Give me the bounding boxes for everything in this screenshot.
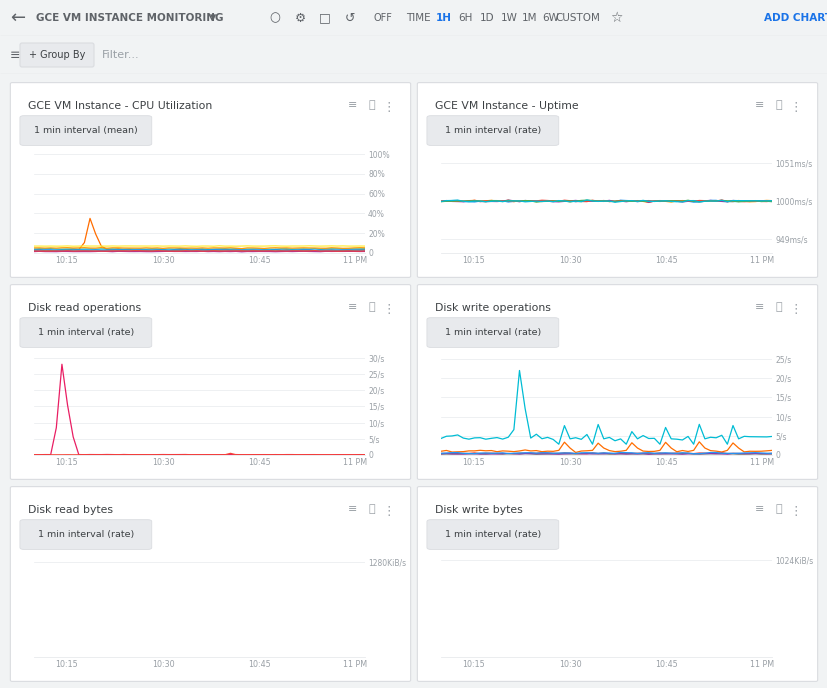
Text: ≡: ≡ <box>347 100 357 110</box>
Text: ≡: ≡ <box>754 100 763 110</box>
Text: 1 min interval (rate): 1 min interval (rate) <box>38 530 134 539</box>
FancyBboxPatch shape <box>427 519 558 550</box>
Text: ⋮: ⋮ <box>789 505 801 518</box>
Text: ⛶: ⛶ <box>368 504 375 515</box>
Text: ≡: ≡ <box>754 302 763 312</box>
Text: + Group By: + Group By <box>29 50 85 60</box>
Text: ⋮: ⋮ <box>789 303 801 316</box>
Text: 1D: 1D <box>479 13 494 23</box>
FancyBboxPatch shape <box>20 519 151 550</box>
Text: ☆: ☆ <box>609 11 622 25</box>
FancyBboxPatch shape <box>427 318 558 347</box>
Text: ○: ○ <box>270 12 280 25</box>
Text: ≡: ≡ <box>347 504 357 515</box>
Text: 1M: 1M <box>522 13 537 23</box>
Text: ⛶: ⛶ <box>368 302 375 312</box>
Text: Disk read operations: Disk read operations <box>28 303 141 313</box>
Text: ⛶: ⛶ <box>775 504 782 515</box>
Text: GCE VM INSTANCE MONITORING: GCE VM INSTANCE MONITORING <box>36 13 223 23</box>
Text: ←: ← <box>11 9 26 27</box>
Text: 6W: 6W <box>542 13 559 23</box>
Text: 1H: 1H <box>436 13 452 23</box>
Text: ⛶: ⛶ <box>368 100 375 110</box>
Text: CUSTOM: CUSTOM <box>555 13 600 23</box>
FancyBboxPatch shape <box>20 116 151 145</box>
Text: Filter...: Filter... <box>102 50 140 60</box>
Text: 1 min interval (rate): 1 min interval (rate) <box>444 126 540 135</box>
Text: ⛶: ⛶ <box>775 302 782 312</box>
Text: ⋮: ⋮ <box>382 505 394 518</box>
Text: OFF: OFF <box>373 13 392 23</box>
Text: 1 min interval (rate): 1 min interval (rate) <box>444 328 540 337</box>
Text: GCE VM Instance - CPU Utilization: GCE VM Instance - CPU Utilization <box>28 101 212 111</box>
FancyBboxPatch shape <box>20 318 151 347</box>
Text: GCE VM Instance - Uptime: GCE VM Instance - Uptime <box>434 101 578 111</box>
Text: ADD CHART: ADD CHART <box>763 13 827 23</box>
Text: Disk write bytes: Disk write bytes <box>434 505 522 515</box>
Text: ≡: ≡ <box>10 48 21 61</box>
Text: 1 min interval (rate): 1 min interval (rate) <box>444 530 540 539</box>
Text: ⋮: ⋮ <box>382 101 394 114</box>
Text: ▾: ▾ <box>210 12 216 25</box>
Text: □: □ <box>318 12 331 25</box>
Text: ≡: ≡ <box>754 504 763 515</box>
Text: ⋮: ⋮ <box>382 303 394 316</box>
Text: Disk write operations: Disk write operations <box>434 303 550 313</box>
Text: ⛶: ⛶ <box>775 100 782 110</box>
Text: ↺: ↺ <box>344 12 355 25</box>
FancyBboxPatch shape <box>20 43 94 67</box>
Text: ≡: ≡ <box>347 302 357 312</box>
FancyBboxPatch shape <box>427 116 558 145</box>
Text: TIME: TIME <box>405 13 430 23</box>
Text: 6H: 6H <box>457 13 471 23</box>
Text: ⚙: ⚙ <box>294 12 305 25</box>
Text: 1 min interval (mean): 1 min interval (mean) <box>34 126 137 135</box>
Text: Disk read bytes: Disk read bytes <box>28 505 112 515</box>
Text: ⋮: ⋮ <box>789 101 801 114</box>
Text: 1W: 1W <box>500 13 517 23</box>
Text: 1 min interval (rate): 1 min interval (rate) <box>38 328 134 337</box>
